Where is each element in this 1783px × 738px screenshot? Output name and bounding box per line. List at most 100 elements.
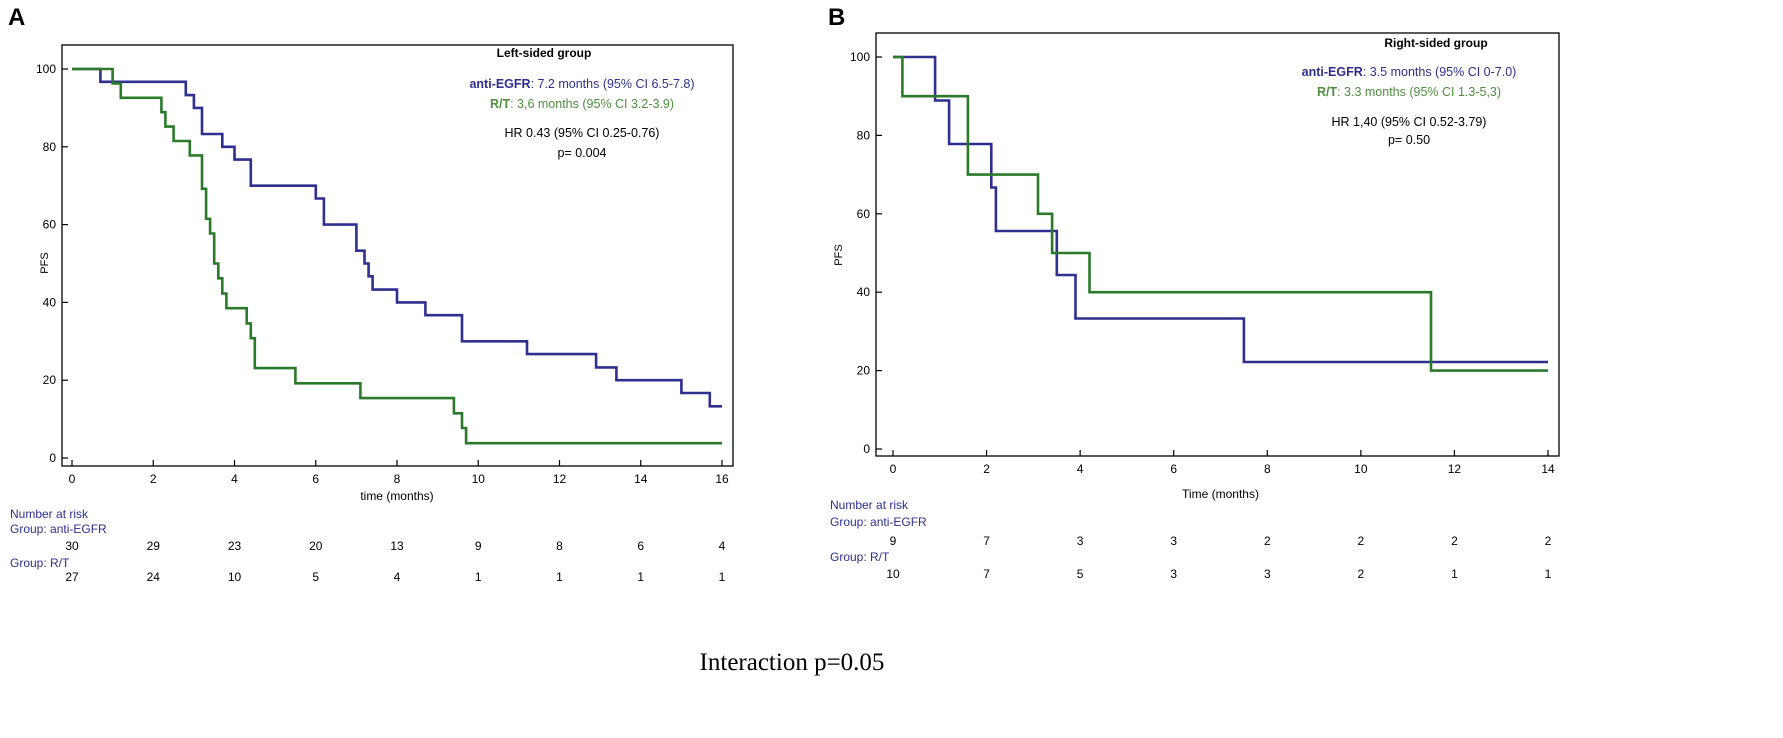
hazard-ratio: HR 1,40 (95% CI 0.52-3.79) [1332, 115, 1487, 129]
risk-table-title: Number at risk [830, 498, 909, 512]
y-tick-label: 40 [43, 295, 57, 309]
p-value: p= 0.004 [557, 146, 606, 160]
risk-count: 2 [1451, 534, 1458, 548]
legend-entry: R/T: 3,6 months (95% CI 3.2-3.9) [490, 97, 674, 111]
y-tick-label: 0 [863, 442, 870, 456]
legend-series-name: R/T [490, 97, 511, 111]
risk-count: 1 [719, 570, 726, 584]
panel-label: B [828, 4, 845, 31]
x-tick-label: 6 [312, 472, 319, 486]
interaction-p-value: Interaction p=0.05 [700, 649, 885, 676]
risk-count: 1 [1451, 567, 1458, 581]
x-tick-label: 10 [472, 472, 486, 486]
risk-group-label: Group: R/T [10, 556, 70, 570]
y-tick-label: 100 [36, 62, 56, 76]
risk-count: 20 [309, 539, 323, 553]
risk-count: 4 [394, 570, 401, 584]
risk-count: 5 [312, 570, 319, 584]
hazard-ratio: HR 0.43 (95% CI 0.25-0.76) [505, 126, 660, 140]
x-tick-label: 12 [553, 472, 567, 486]
legend-median-text: : 7.2 months (95% CI 6.5-7.8) [531, 77, 695, 91]
risk-count: 30 [65, 539, 79, 553]
x-tick-label: 8 [1264, 462, 1271, 476]
x-tick-label: 12 [1448, 462, 1462, 476]
risk-count: 9 [890, 534, 897, 548]
risk-count: 29 [147, 539, 161, 553]
x-tick-label: 14 [1541, 462, 1555, 476]
risk-count: 3 [1077, 534, 1084, 548]
survival-curve-anti-egfr [72, 67, 722, 408]
survival-curve-anti-egfr [893, 55, 1548, 364]
y-tick-label: 60 [857, 207, 871, 221]
x-tick-label: 6 [1170, 462, 1177, 476]
x-tick-label: 0 [69, 472, 76, 486]
risk-count: 9 [475, 539, 482, 553]
y-tick-label: 20 [857, 364, 871, 378]
risk-count: 2 [1358, 567, 1365, 581]
survival-curve-rt [893, 55, 1548, 372]
legend-series-name: R/T [1317, 85, 1338, 99]
risk-count: 10 [228, 570, 242, 584]
x-tick-label: 14 [634, 472, 648, 486]
risk-count: 10 [886, 567, 900, 581]
risk-count: 13 [390, 539, 404, 553]
legend-median-text: : 3.5 months (95% CI 0-7.0) [1363, 65, 1517, 79]
y-tick-label: 80 [43, 140, 57, 154]
risk-count: 5 [1077, 567, 1084, 581]
chart-title: Right-sided group [1384, 36, 1487, 50]
x-tick-label: 0 [890, 462, 897, 476]
risk-count: 3 [1170, 567, 1177, 581]
p-value: p= 0.50 [1388, 133, 1430, 147]
risk-group-label: Group: anti-EGFR [10, 522, 107, 536]
legend-series-name: anti-EGFR [1302, 65, 1363, 79]
risk-count: 6 [637, 539, 644, 553]
risk-count: 2 [1264, 534, 1271, 548]
y-axis-label: PFS [833, 244, 845, 265]
x-tick-label: 10 [1354, 462, 1368, 476]
risk-count: 2 [1358, 534, 1365, 548]
legend-entry: anti-EGFR: 7.2 months (95% CI 6.5-7.8) [469, 77, 694, 91]
risk-group-label: Group: anti-EGFR [830, 515, 927, 529]
risk-count: 7 [983, 567, 990, 581]
chart-title: Left-sided group [497, 46, 592, 60]
x-tick-label: 8 [394, 472, 401, 486]
legend-median-text: : 3,6 months (95% CI 3.2-3.9) [510, 97, 674, 111]
legend-entry: R/T: 3.3 months (95% CI 1.3-5,3) [1317, 85, 1501, 99]
x-tick-label: 4 [1077, 462, 1084, 476]
risk-count: 1 [475, 570, 482, 584]
risk-count: 23 [228, 539, 242, 553]
risk-count: 1 [637, 570, 644, 584]
risk-count: 7 [983, 534, 990, 548]
y-tick-label: 40 [857, 285, 871, 299]
y-tick-label: 0 [49, 451, 56, 465]
x-tick-label: 16 [715, 472, 729, 486]
x-tick-label: 4 [231, 472, 238, 486]
y-tick-label: 80 [857, 128, 871, 142]
risk-count: 3 [1170, 534, 1177, 548]
risk-count: 1 [556, 570, 563, 584]
risk-count: 27 [65, 570, 79, 584]
risk-count: 4 [719, 539, 726, 553]
x-axis-label: time (months) [360, 489, 433, 503]
survival-curve-rt [72, 67, 722, 445]
risk-count: 3 [1264, 567, 1271, 581]
risk-count: 24 [147, 570, 161, 584]
risk-group-label: Group: R/T [830, 550, 890, 564]
panel-label: A [8, 4, 25, 31]
y-tick-label: 100 [850, 50, 870, 64]
risk-table-title: Number at risk [10, 507, 89, 521]
risk-count: 8 [556, 539, 563, 553]
y-tick-label: 20 [43, 373, 57, 387]
y-axis-label: PFS [39, 252, 51, 273]
y-tick-label: 60 [43, 218, 57, 232]
risk-count: 1 [1545, 567, 1552, 581]
x-axis-label: Time (months) [1182, 487, 1259, 501]
x-tick-label: 2 [150, 472, 157, 486]
plot-frame [875, 32, 1560, 457]
legend-median-text: : 3.3 months (95% CI 1.3-5,3) [1337, 85, 1501, 99]
legend-entry: anti-EGFR: 3.5 months (95% CI 0-7.0) [1302, 65, 1517, 79]
x-tick-label: 2 [983, 462, 990, 476]
